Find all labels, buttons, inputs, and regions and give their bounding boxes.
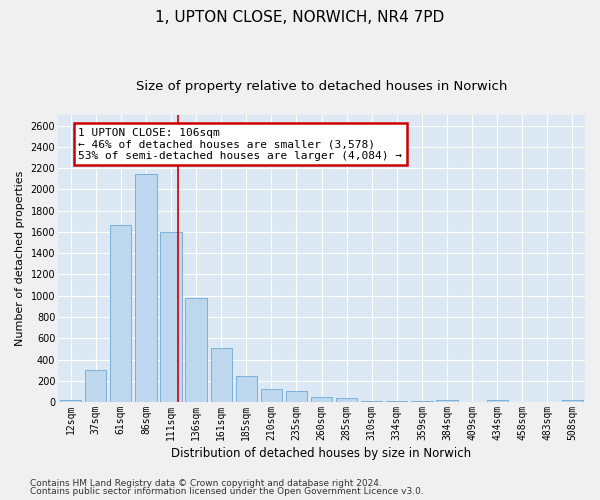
X-axis label: Distribution of detached houses by size in Norwich: Distribution of detached houses by size …	[172, 447, 472, 460]
Bar	[336, 398, 357, 402]
Bar	[386, 400, 407, 402]
Bar	[110, 224, 131, 402]
Bar	[236, 376, 257, 402]
Bar	[286, 392, 307, 402]
Bar	[562, 400, 583, 402]
Bar	[211, 348, 232, 402]
Title: Size of property relative to detached houses in Norwich: Size of property relative to detached ho…	[136, 80, 507, 93]
Bar	[311, 397, 332, 402]
Bar	[60, 400, 81, 402]
Bar	[135, 174, 157, 402]
Bar	[436, 400, 458, 402]
Text: 1, UPTON CLOSE, NORWICH, NR4 7PD: 1, UPTON CLOSE, NORWICH, NR4 7PD	[155, 10, 445, 25]
Y-axis label: Number of detached properties: Number of detached properties	[15, 171, 25, 346]
Bar	[185, 298, 207, 402]
Bar	[160, 232, 182, 402]
Bar	[487, 400, 508, 402]
Bar	[260, 390, 282, 402]
Text: Contains public sector information licensed under the Open Government Licence v3: Contains public sector information licen…	[30, 487, 424, 496]
Text: Contains HM Land Registry data © Crown copyright and database right 2024.: Contains HM Land Registry data © Crown c…	[30, 478, 382, 488]
Text: 1 UPTON CLOSE: 106sqm
← 46% of detached houses are smaller (3,578)
53% of semi-d: 1 UPTON CLOSE: 106sqm ← 46% of detached …	[78, 128, 402, 161]
Bar	[85, 370, 106, 402]
